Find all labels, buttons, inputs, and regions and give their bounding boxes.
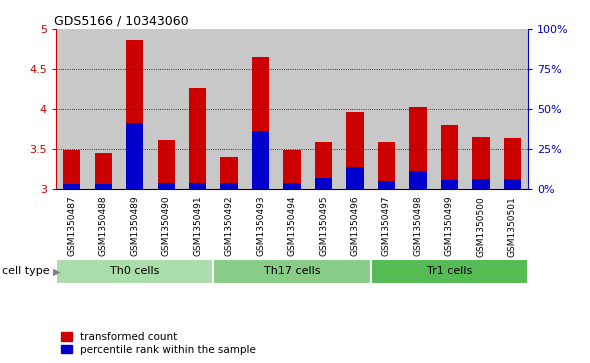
Bar <box>346 112 363 189</box>
Text: GSM1350488: GSM1350488 <box>99 196 108 256</box>
FancyBboxPatch shape <box>214 259 371 284</box>
Bar <box>126 40 143 189</box>
Bar <box>504 179 521 189</box>
Bar <box>308 29 339 189</box>
Bar <box>409 171 427 189</box>
Bar <box>158 183 175 189</box>
Bar <box>150 29 182 189</box>
Bar <box>434 29 465 189</box>
Text: GSM1350496: GSM1350496 <box>350 196 359 256</box>
FancyBboxPatch shape <box>56 259 214 284</box>
Bar <box>189 88 206 189</box>
Text: GSM1350490: GSM1350490 <box>162 196 171 256</box>
Bar <box>126 123 143 189</box>
Bar <box>283 150 301 189</box>
Text: GSM1350487: GSM1350487 <box>67 196 76 256</box>
Bar <box>252 131 269 189</box>
Text: GDS5166 / 10343060: GDS5166 / 10343060 <box>54 15 188 28</box>
Bar <box>56 29 87 189</box>
Bar <box>346 167 363 189</box>
Bar <box>87 29 119 189</box>
Text: GSM1350501: GSM1350501 <box>508 196 517 257</box>
Bar <box>283 183 301 189</box>
Text: cell type: cell type <box>2 266 53 276</box>
Bar <box>245 29 276 189</box>
Text: GSM1350491: GSM1350491 <box>193 196 202 256</box>
Legend: transformed count, percentile rank within the sample: transformed count, percentile rank withi… <box>61 332 256 355</box>
Bar <box>378 142 395 189</box>
Bar <box>182 29 214 189</box>
Bar <box>504 138 521 189</box>
Text: ▶: ▶ <box>53 266 61 276</box>
Text: GSM1350500: GSM1350500 <box>476 196 486 257</box>
Bar <box>63 184 80 189</box>
Bar <box>94 153 112 189</box>
Bar <box>472 179 490 189</box>
Bar <box>315 178 332 189</box>
FancyBboxPatch shape <box>371 259 528 284</box>
Bar <box>221 183 238 189</box>
Bar <box>158 140 175 189</box>
Bar <box>339 29 371 189</box>
Text: GSM1350493: GSM1350493 <box>256 196 265 256</box>
Bar <box>119 29 150 189</box>
Bar <box>441 125 458 189</box>
Bar <box>189 183 206 189</box>
Text: GSM1350499: GSM1350499 <box>445 196 454 256</box>
Bar <box>221 157 238 189</box>
Text: GSM1350494: GSM1350494 <box>287 196 297 256</box>
Bar <box>63 150 80 189</box>
Bar <box>252 57 269 189</box>
Text: Th17 cells: Th17 cells <box>264 266 320 276</box>
Bar <box>402 29 434 189</box>
Bar <box>441 180 458 189</box>
Text: GSM1350492: GSM1350492 <box>225 196 234 256</box>
Text: GSM1350495: GSM1350495 <box>319 196 328 256</box>
Text: GSM1350498: GSM1350498 <box>414 196 422 256</box>
Text: GSM1350497: GSM1350497 <box>382 196 391 256</box>
Bar <box>465 29 497 189</box>
Text: Tr1 cells: Tr1 cells <box>427 266 472 276</box>
Bar <box>214 29 245 189</box>
Bar <box>371 29 402 189</box>
Bar <box>94 184 112 189</box>
Bar <box>472 137 490 189</box>
Bar <box>276 29 308 189</box>
Bar <box>315 142 332 189</box>
Bar <box>378 181 395 189</box>
Bar <box>409 107 427 189</box>
Bar <box>497 29 528 189</box>
Text: GSM1350489: GSM1350489 <box>130 196 139 256</box>
Text: Th0 cells: Th0 cells <box>110 266 159 276</box>
